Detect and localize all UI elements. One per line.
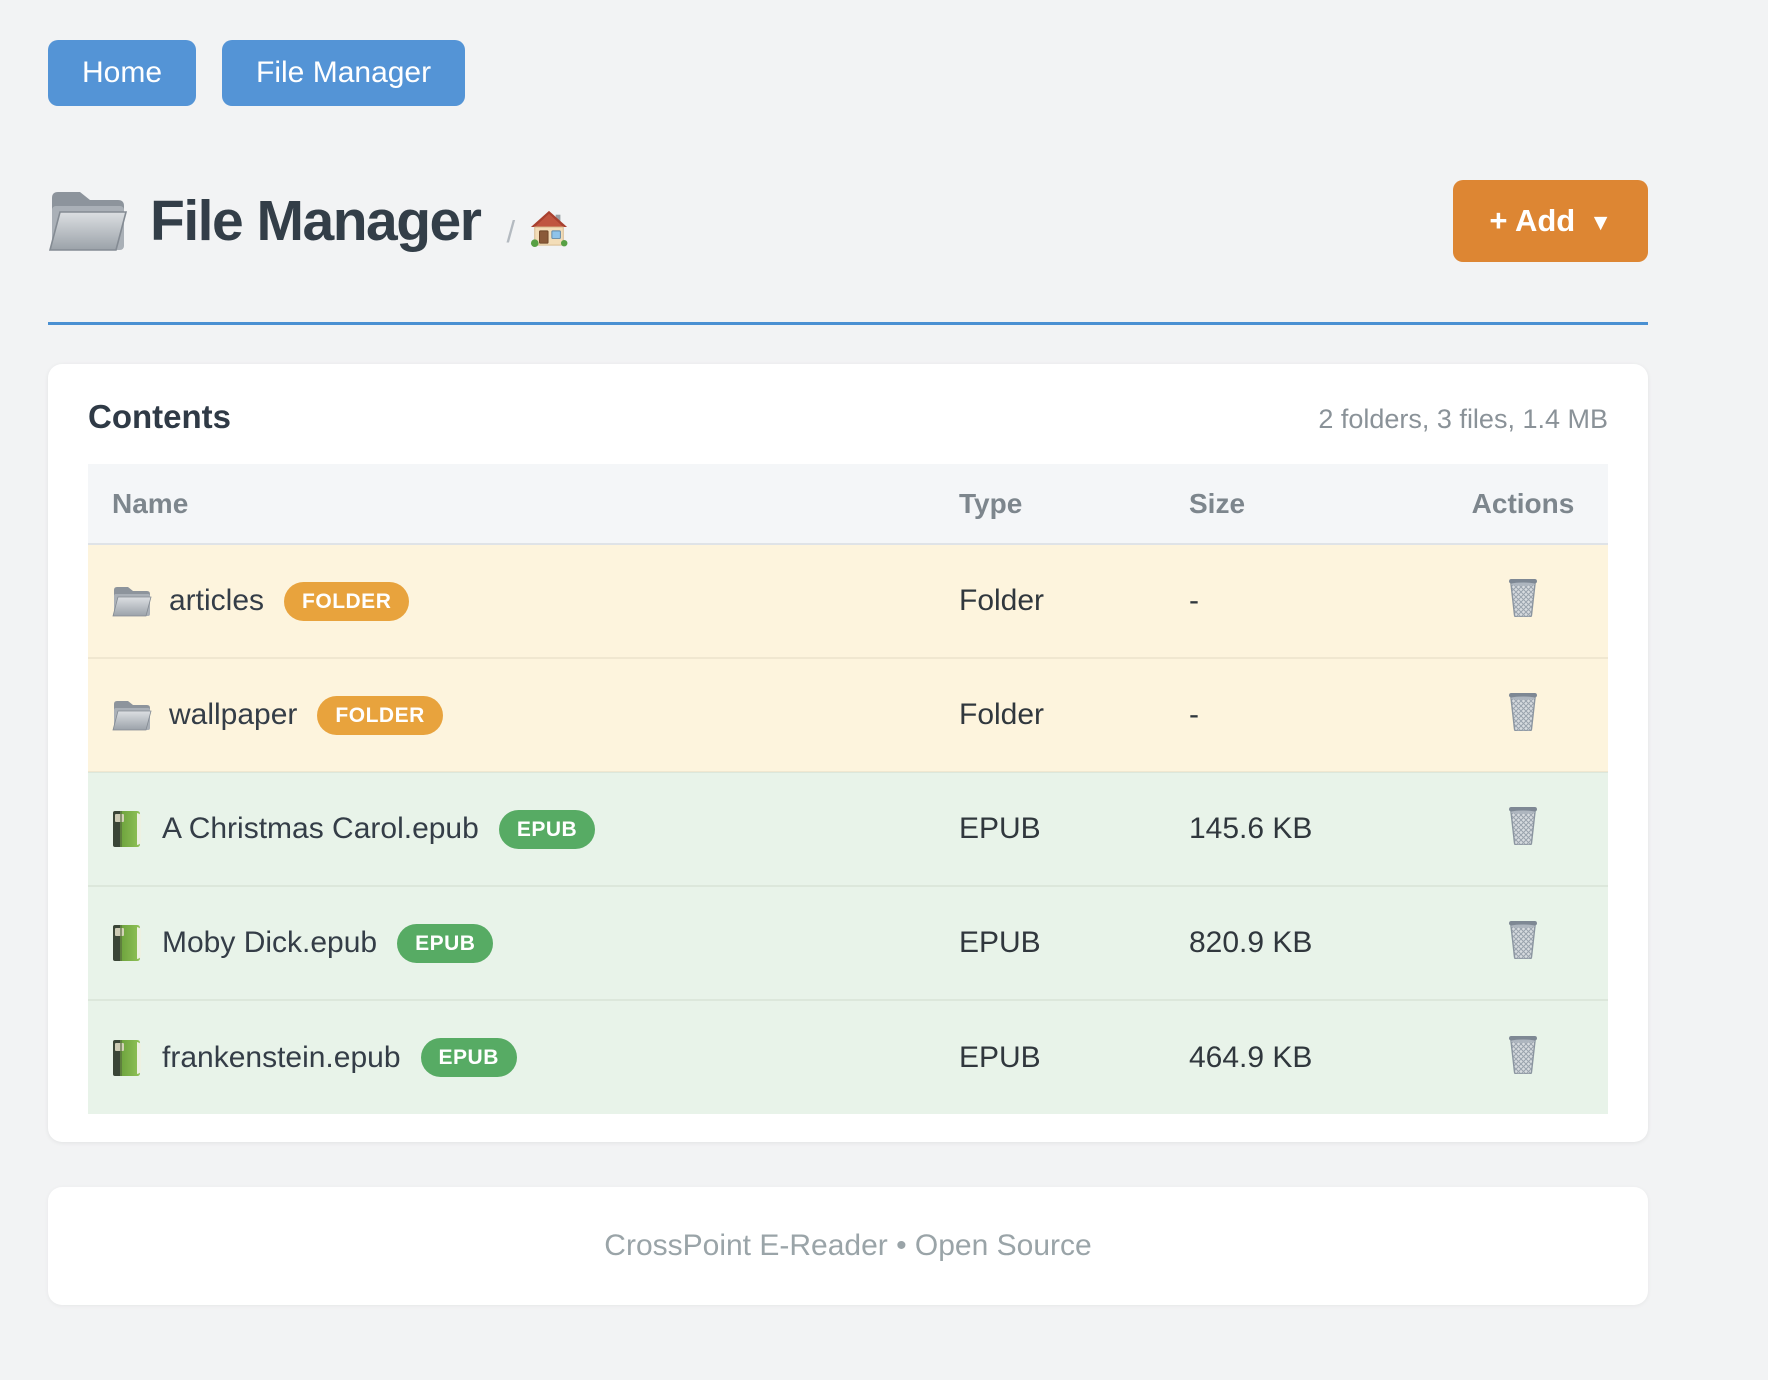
- delete-button[interactable]: [1506, 577, 1540, 620]
- table-row: frankenstein.epub EPUB EPUB 464.9 KB: [88, 999, 1608, 1114]
- book-icon: [112, 810, 145, 848]
- file-manager-page: Home File Manager File Manager / + Add ▼…: [48, 40, 1648, 1305]
- file-name-link[interactable]: frankenstein.epub: [162, 1040, 401, 1074]
- file-name-link[interactable]: A Christmas Carol.epub: [162, 812, 479, 845]
- column-header-type: Type: [958, 464, 1188, 545]
- trash-icon: [1506, 1034, 1540, 1077]
- size-cell: 145.6 KB: [1188, 771, 1438, 886]
- page-title: File Manager: [150, 189, 482, 253]
- footer-text: CrossPoint E-Reader • Open Source: [604, 1229, 1092, 1262]
- title-divider: [48, 322, 1648, 325]
- table-row: wallpaper FOLDER Folder -: [88, 657, 1608, 772]
- breadcrumb-separator: /: [506, 214, 516, 249]
- delete-button[interactable]: [1506, 805, 1540, 848]
- delete-button[interactable]: [1506, 919, 1540, 962]
- trash-icon: [1506, 692, 1540, 734]
- size-cell: 464.9 KB: [1188, 999, 1438, 1114]
- folder-icon: [48, 188, 128, 259]
- file-manager-button[interactable]: File Manager: [222, 40, 466, 106]
- size-cell: 820.9 KB: [1188, 885, 1438, 1000]
- contents-table-body: articles FOLDER Folder - wallpaper FOLDE…: [88, 544, 1608, 1114]
- type-badge: EPUB: [498, 809, 596, 849]
- breadcrumb-home-link[interactable]: [529, 209, 569, 252]
- file-table: Name Type Size Actions articles FOLDER F…: [88, 464, 1608, 1114]
- trash-icon: [1506, 806, 1540, 848]
- add-button-label: + Add: [1489, 203, 1576, 238]
- type-badge: FOLDER: [284, 581, 410, 621]
- column-header-actions: Actions: [1438, 464, 1608, 545]
- size-cell: -: [1188, 544, 1438, 658]
- type-cell: EPUB: [958, 885, 1188, 1000]
- type-badge: FOLDER: [317, 695, 443, 735]
- page-header: File Manager / + Add ▼: [48, 180, 1648, 262]
- book-icon: [112, 924, 145, 962]
- delete-button[interactable]: [1506, 1034, 1540, 1077]
- size-cell: -: [1188, 657, 1438, 772]
- home-button[interactable]: Home: [48, 40, 197, 106]
- trash-icon: [1506, 920, 1540, 962]
- type-cell: EPUB: [958, 999, 1188, 1114]
- file-name-link[interactable]: Moby Dick.epub: [162, 926, 378, 959]
- type-cell: Folder: [958, 544, 1188, 658]
- folder-name-link[interactable]: articles: [169, 584, 265, 617]
- table-row: articles FOLDER Folder -: [88, 544, 1608, 658]
- folder-icon: [112, 699, 152, 732]
- table-row: Moby Dick.epub EPUB EPUB 820.9 KB: [88, 885, 1608, 1000]
- house-icon: [529, 209, 569, 251]
- type-cell: Folder: [958, 657, 1188, 772]
- type-badge: EPUB: [397, 923, 494, 963]
- table-row: A Christmas Carol.epub EPUB EPUB 145.6 K…: [88, 771, 1608, 886]
- chevron-down-icon: ▼: [1589, 209, 1612, 235]
- column-header-size: Size: [1188, 464, 1438, 545]
- book-icon: [112, 1039, 145, 1077]
- contents-summary: 2 folders, 3 files, 1.4 MB: [1318, 404, 1608, 434]
- top-nav: Home File Manager: [48, 40, 1648, 106]
- column-header-name: Name: [88, 464, 958, 545]
- type-badge: EPUB: [420, 1038, 517, 1077]
- contents-heading: Contents: [88, 398, 231, 435]
- add-button[interactable]: + Add ▼: [1453, 180, 1648, 262]
- contents-card: Contents 2 folders, 3 files, 1.4 MB Name…: [48, 364, 1648, 1142]
- footer: CrossPoint E-Reader • Open Source: [48, 1187, 1648, 1305]
- type-cell: EPUB: [958, 771, 1188, 886]
- trash-icon: [1506, 578, 1540, 620]
- delete-button[interactable]: [1506, 691, 1540, 734]
- folder-name-link[interactable]: wallpaper: [169, 698, 298, 731]
- folder-icon: [112, 585, 152, 618]
